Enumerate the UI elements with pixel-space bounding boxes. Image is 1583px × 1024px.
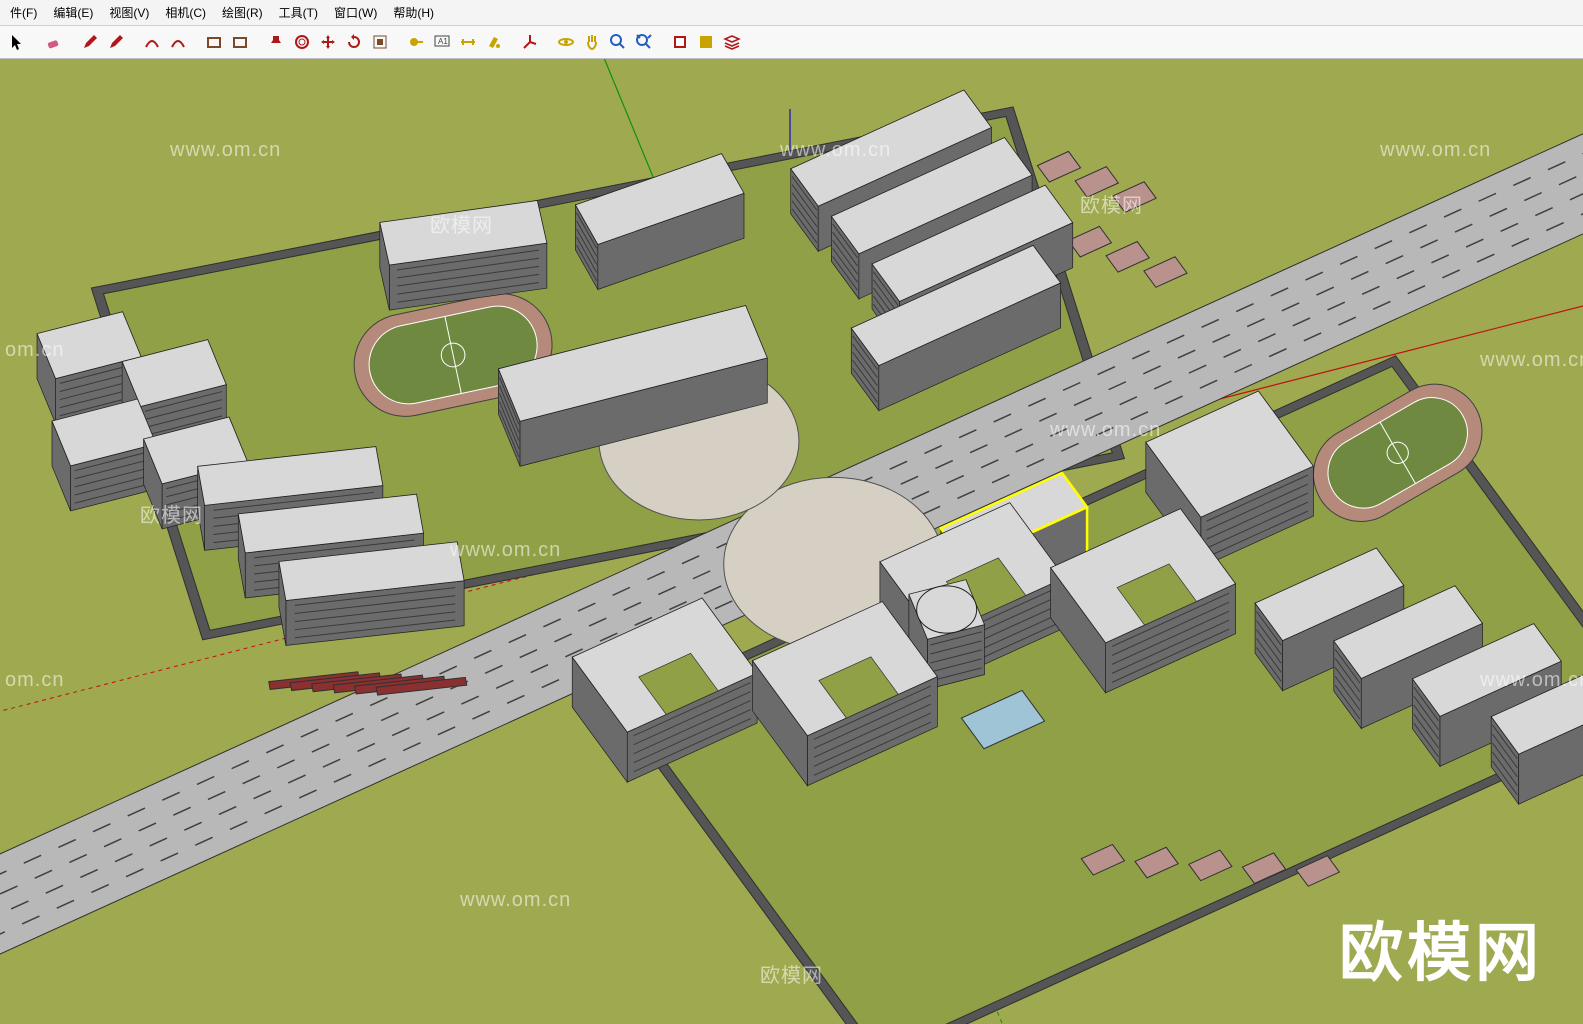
pan-icon[interactable] <box>580 30 604 54</box>
menu-edit[interactable]: 编辑(E) <box>47 2 99 23</box>
menu-view[interactable]: 视图(V) <box>103 2 155 23</box>
zoomext-icon[interactable] <box>632 30 656 54</box>
menu-help[interactable]: 帮助(H) <box>387 2 440 23</box>
menu-draw[interactable]: 绘图(R) <box>216 2 269 23</box>
toolbar: A1 <box>0 26 1583 59</box>
pushpull-icon[interactable] <box>264 30 288 54</box>
svg-text:A1: A1 <box>438 37 448 46</box>
menu-bar: 件(F) 编辑(E) 视图(V) 相机(C) 绘图(R) 工具(T) 窗口(W)… <box>0 0 1583 26</box>
comp-icon[interactable] <box>668 30 692 54</box>
rect-icon[interactable] <box>202 30 226 54</box>
menu-tools[interactable]: 工具(T) <box>273 2 324 23</box>
select-icon[interactable] <box>6 30 30 54</box>
viewport-3d[interactable]: www.om.cn欧模网www.om.cn欧模网www.om.cnom.cn欧模… <box>0 59 1583 1024</box>
orbit-icon[interactable] <box>554 30 578 54</box>
arc2-icon[interactable] <box>166 30 190 54</box>
menu-window[interactable]: 窗口(W) <box>328 2 383 23</box>
text-icon[interactable]: A1 <box>430 30 454 54</box>
menu-camera[interactable]: 相机(C) <box>159 2 212 23</box>
rotate-icon[interactable] <box>342 30 366 54</box>
zoom-icon[interactable] <box>606 30 630 54</box>
scene-svg <box>0 59 1583 1024</box>
mat-icon[interactable] <box>694 30 718 54</box>
offset-icon[interactable] <box>290 30 314 54</box>
layers-icon[interactable] <box>720 30 744 54</box>
pencil-icon[interactable] <box>78 30 102 54</box>
pencil2-icon[interactable] <box>104 30 128 54</box>
dim-icon[interactable] <box>456 30 480 54</box>
scale-icon[interactable] <box>368 30 392 54</box>
axis-icon[interactable] <box>518 30 542 54</box>
menu-file[interactable]: 件(F) <box>4 2 43 23</box>
move-icon[interactable] <box>316 30 340 54</box>
rect2-icon[interactable] <box>228 30 252 54</box>
paint-icon[interactable] <box>482 30 506 54</box>
eraser-icon[interactable] <box>42 30 66 54</box>
arc-icon[interactable] <box>140 30 164 54</box>
tape-icon[interactable] <box>404 30 428 54</box>
